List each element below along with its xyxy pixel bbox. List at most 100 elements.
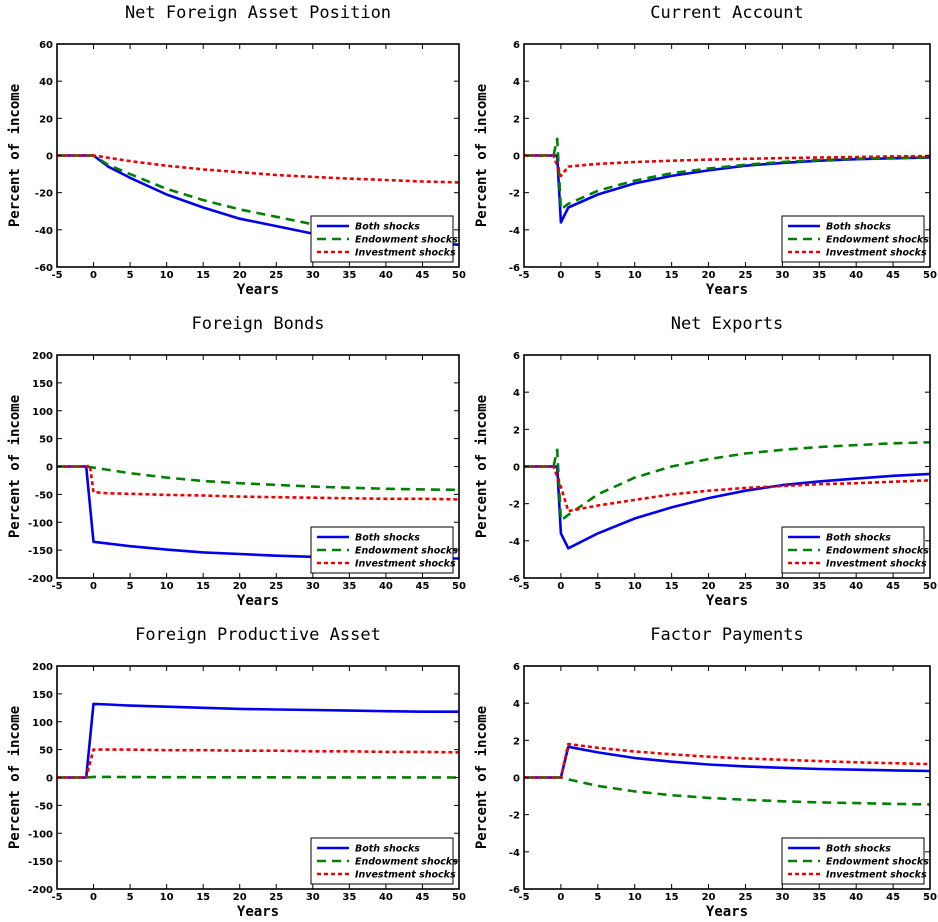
series-line-endowment-shocks [524, 776, 930, 806]
legend-label: Both shocks [826, 222, 891, 233]
x-tick-label: -5 [51, 581, 62, 592]
y-tick-label: 150 [32, 379, 53, 390]
y-tick-label: 20 [39, 114, 53, 125]
chart-5: Factor Payments-5 0 5 10 15 20 25 30 35 40 45 50-6-… [474, 625, 937, 920]
y-tick-label: 0 [46, 152, 53, 163]
legend: Both shocks Endowment shocks Investment sh… [781, 837, 929, 885]
x-tick-label: 30 [775, 581, 789, 592]
x-tick-label: 15 [665, 892, 679, 903]
y-tick-label: 2 [513, 425, 520, 436]
x-tick-label: 45 [415, 270, 429, 281]
series-line-endowment-shocks [57, 775, 459, 779]
chart-title: Net Foreign Asset Position [125, 3, 391, 23]
y-axis-label: Percent of income [474, 84, 490, 227]
x-tick-label: 25 [269, 581, 283, 592]
legend: Both shocks Endowment shocks Investment sh… [310, 215, 458, 263]
series-line-both-shocks [57, 702, 459, 779]
y-tick-label: -40 [35, 226, 53, 237]
x-tick-label: 25 [269, 270, 283, 281]
y-tick-label: 50 [39, 746, 53, 757]
y-tick-label: 100 [32, 407, 53, 418]
legend-label: Investment shocks [826, 870, 927, 881]
x-tick-label: 20 [702, 892, 716, 903]
x-axis-label: Years [237, 904, 279, 920]
x-tick-label: 0 [557, 270, 564, 281]
y-tick-label: 4 [513, 77, 520, 88]
legend-label: Both shocks [355, 533, 420, 544]
x-tick-label: 25 [269, 892, 283, 903]
x-tick-label: 5 [594, 270, 601, 281]
x-tick-label: 40 [849, 892, 863, 903]
x-tick-label: 30 [306, 270, 320, 281]
y-tick-label: 0 [513, 463, 520, 474]
x-tick-label: 0 [90, 581, 97, 592]
legend-label: Investment shocks [355, 248, 456, 259]
y-tick-label: 2 [513, 736, 520, 747]
y-tick-label: -200 [28, 574, 53, 585]
y-tick-label: -100 [28, 518, 53, 529]
y-axis-label: Percent of income [474, 395, 490, 538]
y-tick-label: -4 [509, 226, 520, 237]
x-tick-label: 5 [594, 892, 601, 903]
x-tick-label: 5 [127, 270, 134, 281]
y-tick-label: 6 [513, 662, 520, 673]
y-tick-label: 200 [32, 662, 53, 673]
chart-0: Net Foreign Asset Position -5 0 5 10 15 20 25 30… [7, 3, 466, 298]
x-tick-label: 35 [342, 892, 356, 903]
legend-label: Endowment shocks [826, 235, 929, 246]
x-axis-label: Years [237, 282, 279, 298]
x-tick-label: 10 [628, 581, 642, 592]
y-tick-label: -2 [509, 500, 520, 511]
y-tick-label: 100 [32, 718, 53, 729]
x-tick-label: 40 [379, 270, 393, 281]
x-tick-label: 40 [849, 581, 863, 592]
x-tick-label: 40 [379, 892, 393, 903]
x-tick-label: 5 [127, 581, 134, 592]
x-tick-label: 50 [452, 892, 466, 903]
x-tick-label: -5 [518, 581, 529, 592]
y-tick-label: 0 [513, 152, 520, 163]
x-tick-label: 25 [738, 892, 752, 903]
x-tick-label: 10 [628, 892, 642, 903]
y-tick-label: 50 [39, 435, 53, 446]
x-tick-label: 35 [812, 892, 826, 903]
series-line-investment-shocks [524, 465, 930, 513]
x-tick-label: 15 [196, 581, 210, 592]
x-tick-label: 30 [306, 581, 320, 592]
x-tick-label: -5 [518, 892, 529, 903]
legend-label: Endowment shocks [355, 857, 458, 868]
chart-title: Net Exports [671, 314, 784, 334]
legend: Both shocks Endowment shocks Investment sh… [781, 215, 929, 263]
x-tick-label: 25 [738, 270, 752, 281]
x-tick-label: 35 [342, 581, 356, 592]
y-tick-label: -150 [28, 546, 53, 557]
y-axis-label: Percent of income [7, 706, 23, 849]
x-tick-label: 10 [628, 270, 642, 281]
legend-label: Investment shocks [826, 248, 927, 259]
y-tick-label: 40 [39, 77, 53, 88]
y-tick-label: -2 [509, 189, 520, 200]
y-tick-label: -2 [509, 811, 520, 822]
y-tick-label: 200 [32, 351, 53, 362]
series-line-endowment-shocks [524, 441, 930, 522]
legend-label: Investment shocks [355, 559, 456, 570]
x-tick-label: 45 [415, 892, 429, 903]
x-tick-label: 45 [886, 581, 900, 592]
series-line-investment-shocks [57, 464, 459, 501]
legend-label: Both shocks [355, 222, 420, 233]
x-tick-label: 0 [90, 270, 97, 281]
x-tick-label: 30 [775, 892, 789, 903]
x-axis-label: Years [706, 282, 748, 298]
y-tick-label: 2 [513, 114, 520, 125]
y-tick-label: 0 [46, 463, 53, 474]
legend-label: Investment shocks [826, 559, 927, 570]
y-tick-label: 60 [39, 40, 53, 51]
legend-label: Investment shocks [355, 870, 456, 881]
chart-2: Foreign Bonds-5 0 5 10 15 20 25 30 35 40 45 50-200-… [7, 314, 466, 609]
series-line-endowment-shocks [57, 465, 459, 492]
chart-title: Foreign Productive Asset [135, 625, 381, 645]
x-tick-label: 0 [557, 892, 564, 903]
x-tick-label: 20 [702, 270, 716, 281]
y-tick-label: -6 [509, 885, 520, 896]
x-tick-label: 15 [665, 270, 679, 281]
